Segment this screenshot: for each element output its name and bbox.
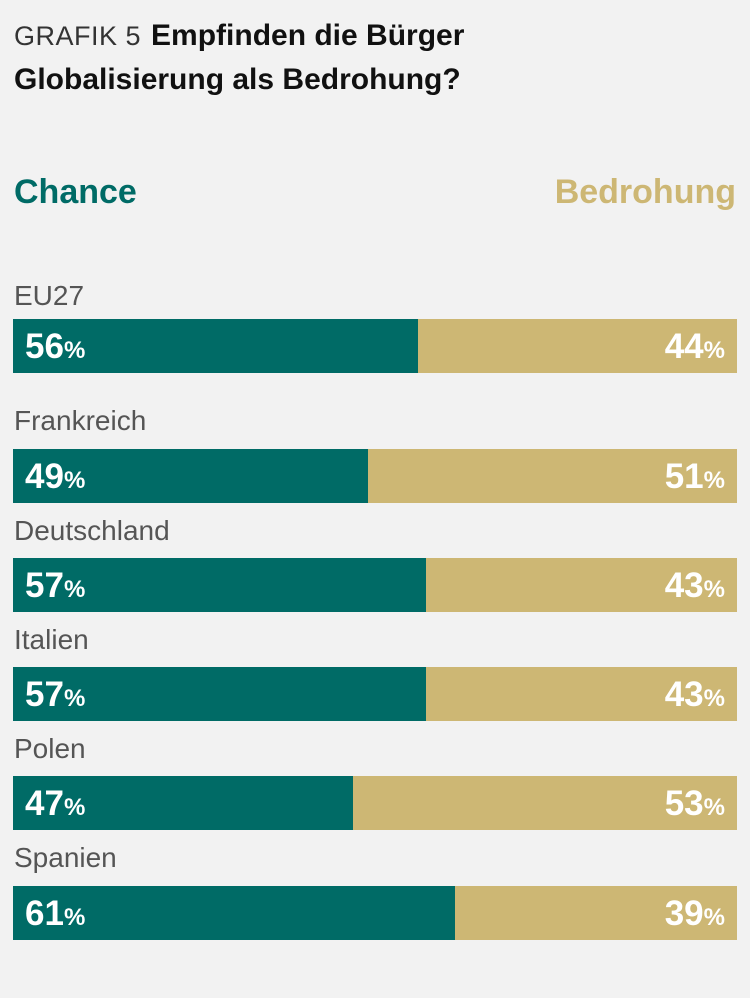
- chart-title-part-1: Empfinden die Bürger: [151, 19, 465, 52]
- value-label-chance-number: 56: [25, 327, 64, 366]
- stacked-bar-row: 61% 39%: [13, 886, 737, 940]
- value-label-chance-unit: %: [63, 337, 86, 364]
- value-label-chance: 47%: [25, 776, 85, 830]
- value-label-bedrohung: 39%: [665, 886, 725, 940]
- value-label-bedrohung: 43%: [665, 558, 725, 612]
- value-label-bedrohung-number: 53: [664, 784, 704, 823]
- bar-segment-chance: [13, 886, 455, 940]
- value-label-chance-unit: %: [63, 467, 86, 494]
- chart-header: GRAFIK 5 Empfinden die Bürger Globalisier…: [14, 14, 734, 102]
- value-label-bedrohung-unit: %: [703, 685, 725, 712]
- country-label: EU27: [14, 280, 85, 311]
- value-label-bedrohung-number: 51: [664, 457, 704, 496]
- stacked-bar-row: 57% 43%: [13, 558, 737, 612]
- value-label-bedrohung: 43%: [665, 667, 725, 721]
- value-label-bedrohung-unit: %: [703, 904, 725, 931]
- bar-segment-chance: [13, 449, 368, 503]
- value-label-chance-unit: %: [63, 794, 86, 821]
- value-label-chance-number: 57: [25, 675, 64, 714]
- value-label-chance-number: 57: [25, 566, 64, 605]
- value-label-bedrohung-unit: %: [703, 576, 725, 603]
- bar-segment-chance: [13, 667, 426, 721]
- country-label: Italien: [14, 624, 89, 655]
- legend-bedrohung: Bedrohung: [554, 173, 736, 211]
- value-label-chance-number: 49: [25, 457, 64, 496]
- legend-chance: Chance: [14, 173, 137, 211]
- value-label-bedrohung: 44%: [665, 319, 725, 373]
- value-label-chance-unit: %: [63, 685, 86, 712]
- country-label: Spanien: [14, 842, 117, 873]
- value-label-bedrohung-number: 43: [664, 566, 704, 605]
- value-label-chance-unit: %: [63, 576, 86, 603]
- value-label-chance-number: 47: [25, 784, 64, 823]
- value-label-chance-number: 61: [25, 894, 64, 933]
- value-label-bedrohung: 51%: [665, 449, 725, 503]
- country-label: Deutschland: [14, 515, 170, 546]
- stacked-bar-row: 47% 53%: [13, 776, 737, 830]
- title-line-1: GRAFIK 5 Empfinden die Bürger: [14, 14, 734, 58]
- value-label-bedrohung: 53%: [665, 776, 725, 830]
- value-label-bedrohung-unit: %: [703, 467, 725, 494]
- value-label-chance: 56%: [25, 319, 85, 373]
- country-label: Frankreich: [14, 405, 147, 436]
- bar-segment-chance: [13, 558, 426, 612]
- value-label-chance: 61%: [25, 886, 85, 940]
- value-label-chance-unit: %: [63, 904, 86, 931]
- stacked-bar-row: 57% 43%: [13, 667, 737, 721]
- bar-segment-chance: [13, 319, 418, 373]
- value-label-bedrohung-unit: %: [703, 794, 725, 821]
- chart-kicker: GRAFIK 5: [14, 21, 142, 51]
- title-line-2: Globalisierung als Bedrohung?: [14, 58, 734, 102]
- value-label-bedrohung-unit: %: [703, 337, 725, 364]
- stacked-bar-row: 49% 51%: [13, 449, 737, 503]
- country-label: Polen: [14, 733, 86, 764]
- bar-segment-chance: [13, 776, 353, 830]
- value-label-bedrohung-number: 44: [664, 327, 704, 366]
- value-label-bedrohung-number: 39: [664, 894, 704, 933]
- value-label-bedrohung-number: 43: [664, 675, 704, 714]
- value-label-chance: 57%: [25, 558, 85, 612]
- value-label-chance: 49%: [25, 449, 85, 503]
- stacked-bar-row: 56% 44%: [13, 319, 737, 373]
- value-label-chance: 57%: [25, 667, 85, 721]
- chart-title-part-2: Globalisierung als Bedrohung?: [14, 63, 461, 96]
